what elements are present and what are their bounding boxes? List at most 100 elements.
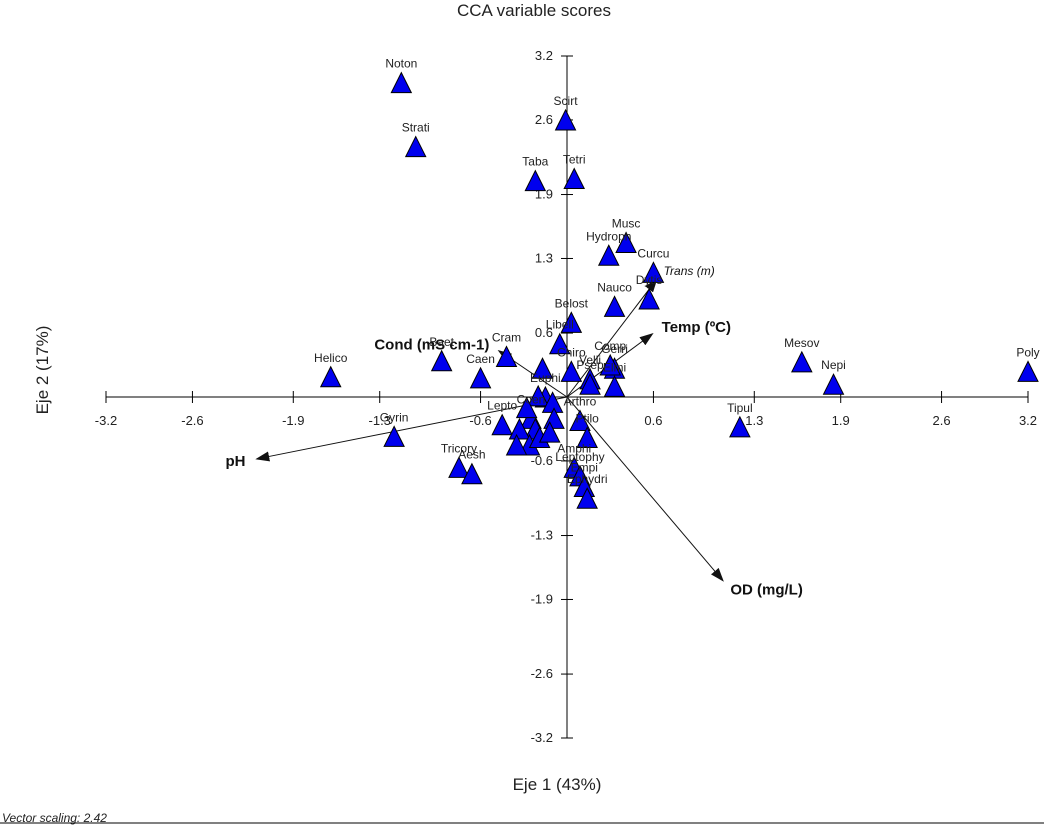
species-label: Gerri bbox=[601, 342, 628, 356]
species-marker bbox=[729, 415, 751, 438]
species-label: Tetri bbox=[563, 153, 586, 167]
species-marker bbox=[579, 373, 601, 395]
species-marker bbox=[569, 409, 591, 431]
species-label: Coen bbox=[517, 392, 546, 406]
species-label: Nepi bbox=[821, 358, 846, 372]
species-marker bbox=[615, 231, 637, 253]
species-marker bbox=[469, 366, 492, 389]
vector-label: Cond (mS cm-1) bbox=[374, 336, 489, 353]
vector-arrow bbox=[255, 396, 568, 462]
x-tick-label: 1.3 bbox=[745, 413, 763, 428]
vector-scaling-note: Vector scaling: 2.42 bbox=[2, 811, 107, 825]
y-tick-label: -2.6 bbox=[531, 666, 553, 681]
species-label: Gyrin bbox=[380, 410, 409, 424]
y-axis-title: Eje 2 (17%) bbox=[33, 326, 52, 415]
vector-label: Trans (m) bbox=[664, 264, 715, 278]
species-marker bbox=[491, 413, 513, 436]
species-label: Scirt bbox=[554, 94, 579, 108]
species-marker bbox=[319, 365, 342, 388]
y-tick-label: -1.3 bbox=[531, 528, 553, 543]
species-label: Musc bbox=[612, 216, 641, 230]
species-marker bbox=[531, 357, 554, 379]
species-label: Caen bbox=[466, 352, 495, 366]
species-label: Elmi bbox=[603, 360, 626, 374]
species-points bbox=[319, 71, 1039, 509]
species-marker bbox=[576, 426, 598, 448]
x-tick-label: 0.6 bbox=[644, 413, 662, 428]
y-tick-label: -3.2 bbox=[531, 730, 553, 745]
species-label: Tricory bbox=[441, 441, 477, 455]
species-marker bbox=[538, 421, 561, 443]
species-label: Leptophy bbox=[555, 450, 604, 464]
chart-title: CCA variable scores bbox=[457, 1, 611, 20]
species-label: Arthro bbox=[564, 394, 597, 408]
y-tick-label: -0.6 bbox=[531, 453, 553, 468]
species-label: Lepto bbox=[487, 399, 517, 413]
species-label: Strati bbox=[402, 121, 430, 135]
vector-arrow bbox=[566, 278, 658, 398]
species-label: Velli bbox=[579, 353, 601, 367]
species-marker bbox=[576, 487, 598, 509]
species-label: Belost bbox=[555, 296, 589, 310]
species-label: Libell bbox=[546, 318, 574, 332]
species-label: Ephydri bbox=[567, 472, 608, 486]
species-marker bbox=[448, 456, 470, 478]
vector-label: OD (mg/L) bbox=[730, 581, 803, 598]
species-marker bbox=[822, 373, 845, 395]
species-label: Helico bbox=[314, 351, 348, 365]
species-marker bbox=[560, 360, 583, 382]
species-marker bbox=[554, 108, 577, 131]
species-label: Aesh bbox=[458, 448, 485, 462]
species-marker bbox=[599, 353, 622, 376]
species-label: Amphi bbox=[557, 441, 591, 455]
y-tick-label: 3.2 bbox=[535, 48, 553, 63]
axes: -3.2 -2.6 -1.9 -1.3 -0.6 0.6 1.3 1.9 2.6 3.2 3.2 2.… bbox=[95, 48, 1037, 745]
species-marker bbox=[390, 71, 413, 94]
species-marker bbox=[515, 396, 538, 419]
species-marker bbox=[404, 135, 427, 158]
species-marker bbox=[642, 261, 665, 283]
x-tick-label: 2.6 bbox=[933, 413, 951, 428]
species-marker bbox=[505, 433, 528, 456]
environmental-vectors: pH Cond (mS cm-1) Temp (ºC) Trans (m) OD (mg… bbox=[225, 264, 802, 598]
species-marker bbox=[638, 287, 660, 310]
vector-label: pH bbox=[225, 453, 245, 470]
species-marker bbox=[1017, 360, 1039, 382]
species-marker bbox=[508, 417, 531, 440]
species-marker bbox=[597, 244, 620, 266]
species-marker bbox=[524, 169, 547, 192]
x-tick-label: -2.6 bbox=[181, 413, 203, 428]
x-tick-label: -1.3 bbox=[369, 413, 391, 428]
species-marker bbox=[383, 425, 405, 447]
species-label: Noton bbox=[385, 57, 417, 71]
x-axis-title: Eje 1 (43%) bbox=[513, 775, 602, 794]
species-marker bbox=[527, 384, 549, 407]
species-label: Tipul bbox=[727, 401, 753, 415]
species-label: Chiro bbox=[557, 345, 586, 359]
species-marker bbox=[603, 375, 626, 397]
vector-arrow bbox=[566, 396, 724, 582]
species-label: Psep bbox=[576, 358, 604, 372]
species-marker bbox=[548, 332, 571, 355]
species-label: Mesov bbox=[784, 336, 819, 350]
x-tick-label: -3.2 bbox=[95, 413, 117, 428]
x-tick-label: 3.2 bbox=[1019, 413, 1037, 428]
species-label: Cram bbox=[492, 331, 521, 345]
species-label: Comp bbox=[594, 339, 626, 353]
y-tick-label: 2.6 bbox=[535, 112, 553, 127]
y-tick-label: -1.9 bbox=[531, 591, 553, 606]
species-label: Empi bbox=[571, 461, 598, 475]
species-label: Taba bbox=[522, 155, 548, 169]
species-label: Hydroph bbox=[586, 229, 631, 243]
species-marker bbox=[430, 349, 453, 372]
species-label: Baet bbox=[429, 335, 454, 349]
species-label: Euphi bbox=[530, 371, 561, 385]
species-marker bbox=[560, 311, 583, 333]
y-tick-label: 0.6 bbox=[535, 325, 553, 340]
species-marker bbox=[563, 167, 586, 190]
species-marker bbox=[495, 345, 518, 368]
vector-label: Temp (ºC) bbox=[662, 319, 731, 336]
species-label: Curcu bbox=[637, 246, 669, 260]
